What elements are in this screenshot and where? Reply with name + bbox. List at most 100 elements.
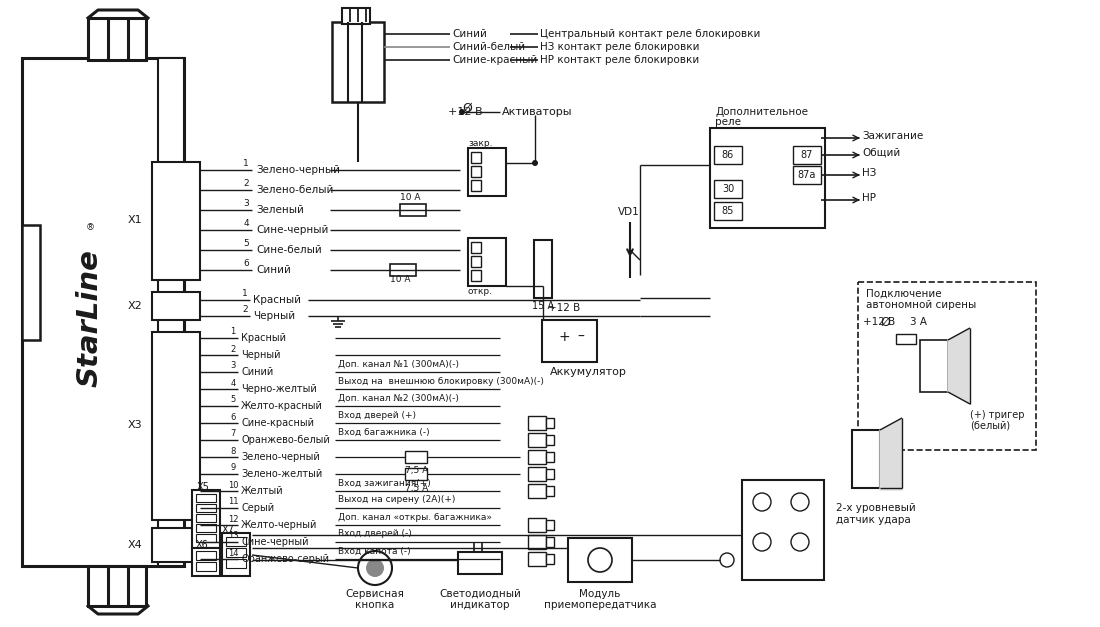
Bar [342,8,370,24]
Text: +12 В: +12 В [548,303,581,313]
Bar [471,242,481,253]
Text: 4: 4 [230,379,235,387]
Text: 87a: 87a [798,170,816,180]
Text: 6: 6 [230,413,235,421]
Bar [468,238,506,286]
Bar [714,180,742,198]
Bar [534,240,552,298]
Text: Ø: Ø [880,315,890,329]
Bar [920,340,948,392]
Bar [390,264,416,276]
Bar [196,551,216,560]
Bar [192,490,220,548]
Text: Зеленый: Зеленый [256,205,304,215]
Text: ®: ® [86,223,95,233]
Text: Черно-желтый: Черно-желтый [241,384,317,394]
Text: реле: реле [715,117,741,127]
Text: 4: 4 [243,218,249,228]
Polygon shape [880,418,902,490]
Text: VD1: VD1 [618,207,640,217]
Text: 2-х уровневый: 2-х уровневый [836,503,915,513]
Text: 10: 10 [228,480,239,490]
Text: Сервисная: Сервисная [345,589,405,599]
Bar [196,534,216,542]
Text: Зелено-черный: Зелено-черный [241,452,320,462]
Text: 7,5 А: 7,5 А [405,466,428,475]
Text: Синий: Синий [241,367,273,377]
Text: откр.: откр. [468,288,493,297]
Text: НЗ контакт реле блокировки: НЗ контакт реле блокировки [540,42,700,52]
Bar [714,146,742,164]
Text: 3 А: 3 А [910,317,927,327]
Bar [568,538,632,582]
Text: Выход на сирену (2А)(+): Выход на сирену (2А)(+) [338,495,455,505]
Bar [468,148,506,196]
Bar [332,22,384,102]
Text: 1: 1 [242,288,248,297]
Text: (белый): (белый) [970,421,1010,431]
Text: Модуль: Модуль [580,589,620,599]
Bar [546,435,554,445]
Text: +12 В: +12 В [864,317,895,327]
Bar [793,166,821,184]
Text: Желтый: Желтый [241,486,284,496]
Text: Ø: Ø [462,102,472,115]
Text: Сине-черный: Сине-черный [241,537,308,547]
Bar [196,514,216,522]
Text: Вход зажигания(+): Вход зажигания(+) [338,478,431,488]
Text: 15 А: 15 А [532,301,554,311]
Bar [196,562,216,571]
Text: Оранжево-белый: Оранжево-белый [241,435,330,445]
Text: Желто-красный: Желто-красный [241,401,323,411]
Text: 3: 3 [230,362,235,371]
Text: Синий-белый: Синий-белый [452,42,525,52]
Text: 2: 2 [243,179,249,187]
Text: 9: 9 [230,463,235,473]
Bar [192,548,220,576]
Text: +12 В: +12 В [448,107,483,117]
Bar [528,450,546,464]
Bar [896,334,916,344]
Text: Зелено-черный: Зелено-черный [256,165,340,175]
Text: Вход багажника (-): Вход багажника (-) [338,428,430,436]
Text: Доп. канал №2 (300мА)(-): Доп. канал №2 (300мА)(-) [338,394,459,403]
Bar [546,537,554,547]
Bar [528,484,546,498]
Bar [458,552,502,574]
Text: X6: X6 [196,540,209,550]
Text: 86: 86 [722,150,734,160]
Text: +: + [558,330,570,344]
Text: НЗ: НЗ [862,168,877,178]
Text: Светодиодный: Светодиодный [439,589,521,599]
Text: 5: 5 [230,396,235,404]
Bar [710,128,825,228]
Polygon shape [948,328,970,404]
Text: X1: X1 [128,215,142,225]
Text: 85: 85 [722,206,734,216]
Bar [471,256,481,267]
Text: Сине-черный: Сине-черный [256,225,329,235]
Circle shape [532,160,538,166]
Bar [22,58,184,566]
Bar [226,537,246,546]
Text: Оранжево-серый: Оранжево-серый [241,554,329,564]
Text: кнопка: кнопка [355,600,395,610]
Bar [546,554,554,564]
Bar [742,480,824,580]
Bar [196,504,216,512]
Text: 13: 13 [228,532,239,540]
Text: 30: 30 [722,184,734,194]
Text: Зелено-желтый: Зелено-желтый [241,469,322,479]
Text: Синие-красный: Синие-красный [452,55,537,65]
Text: Подключение: Подключение [866,289,942,299]
Text: Вход дверей (-): Вход дверей (-) [338,529,411,539]
Text: НР: НР [862,193,876,203]
Bar [471,270,481,281]
Text: 2: 2 [230,344,235,354]
Bar [152,528,200,562]
Text: 10 А: 10 А [390,275,410,285]
Circle shape [459,109,465,115]
Text: Черный: Черный [253,311,295,321]
Text: –: – [578,330,584,344]
Text: 12: 12 [228,515,239,524]
